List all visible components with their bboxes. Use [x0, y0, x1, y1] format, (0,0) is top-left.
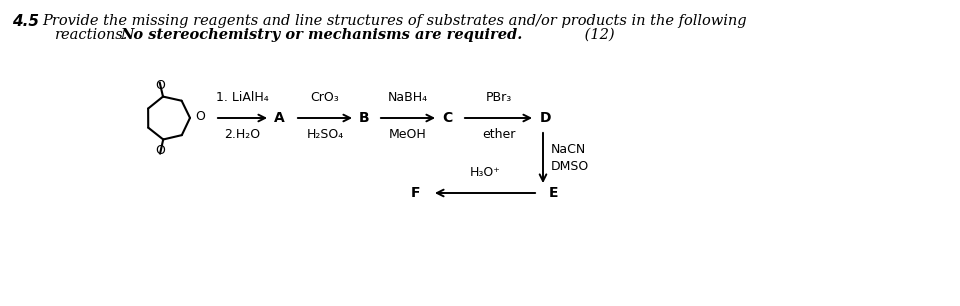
Text: C: C [442, 111, 452, 125]
Text: reactions.: reactions. [55, 28, 129, 42]
Text: ether: ether [482, 128, 516, 141]
Text: O: O [155, 79, 165, 92]
Text: O: O [195, 110, 204, 123]
Text: 1. LiAlH₄: 1. LiAlH₄ [216, 91, 269, 104]
Text: F: F [411, 186, 420, 200]
Text: (12): (12) [580, 28, 614, 42]
Text: B: B [359, 111, 370, 125]
Text: A: A [274, 111, 285, 125]
Text: No stereochemistry or mechanisms are required.: No stereochemistry or mechanisms are req… [120, 28, 522, 42]
Text: D: D [540, 111, 551, 125]
Text: H₂SO₄: H₂SO₄ [306, 128, 344, 141]
Text: O: O [156, 144, 165, 157]
Text: NaBH₄: NaBH₄ [388, 91, 428, 104]
Text: H₃O⁺: H₃O⁺ [469, 166, 500, 179]
Text: MeOH: MeOH [389, 128, 427, 141]
Text: 4.5: 4.5 [12, 14, 39, 29]
Text: 2.H₂O: 2.H₂O [225, 128, 260, 141]
Text: PBr₃: PBr₃ [486, 91, 512, 104]
Text: CrO₃: CrO₃ [311, 91, 340, 104]
Text: NaCN
DMSO: NaCN DMSO [551, 143, 589, 173]
Text: Provide the missing reagents and line structures of substrates and/or products i: Provide the missing reagents and line st… [42, 14, 747, 28]
Text: E: E [549, 186, 559, 200]
